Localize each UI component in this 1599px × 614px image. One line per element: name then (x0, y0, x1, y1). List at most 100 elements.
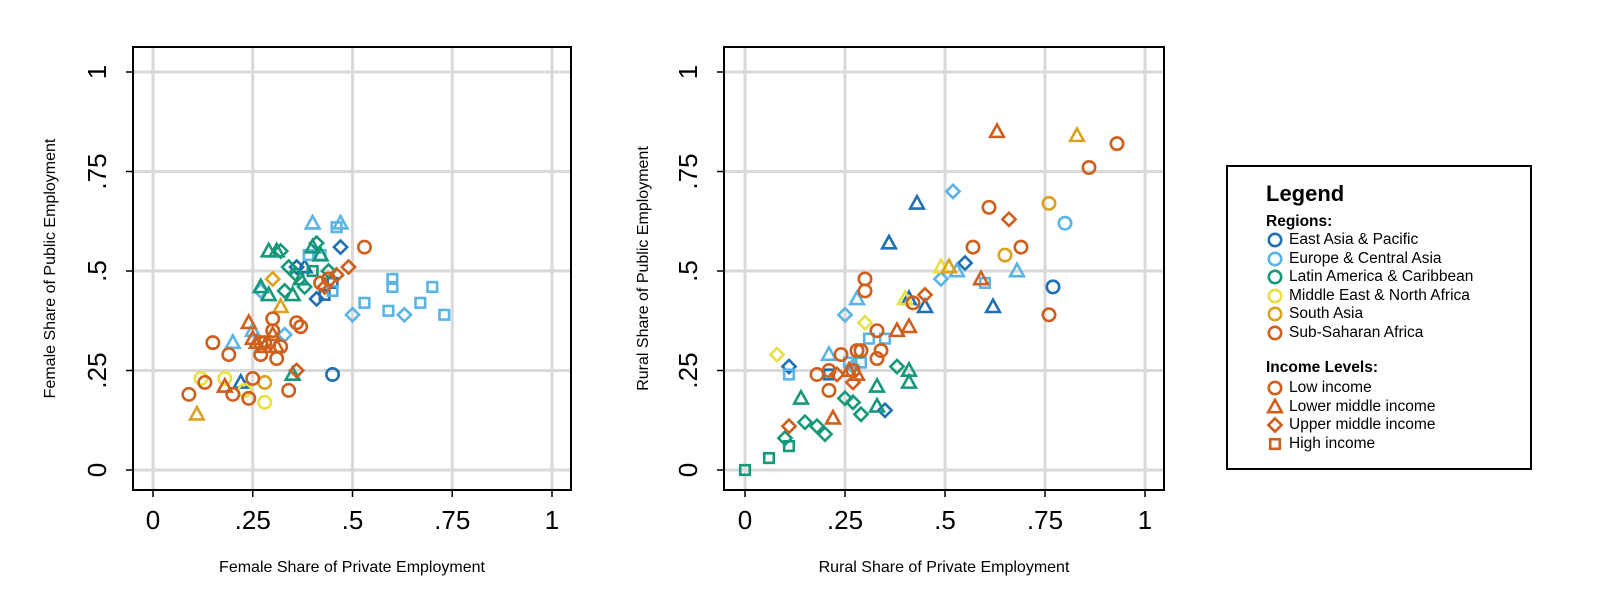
data-point-lac-triangle (791, 388, 811, 405)
y-tick-label: .25 (82, 352, 112, 388)
data-point-lac-triangle (899, 372, 919, 389)
legend-entry-label: Upper middle income (1289, 416, 1436, 433)
data-point-sa-circle (1041, 195, 1057, 211)
data-point-ssa-circle (833, 347, 849, 363)
data-point-lac-diamond (852, 405, 870, 423)
legend-income-square: High income (1266, 435, 1375, 453)
data-point-ssa-circle (241, 390, 257, 406)
data-point-ssa-triangle (839, 360, 859, 377)
data-point-eca-triangle (223, 332, 242, 350)
data-point-eca-square (426, 280, 439, 294)
data-point-lac-diamond (776, 429, 794, 447)
data-point-ssa-circle (821, 382, 837, 398)
data-point-ssa-triangle (247, 332, 266, 350)
plot-frame (723, 46, 1165, 491)
y-tick-label: .5 (673, 260, 703, 282)
data-point-eca-triangle (1007, 261, 1027, 278)
data-point-ssa-circle (1041, 307, 1057, 323)
legend-region-eap: East Asia & Pacific (1266, 231, 1418, 249)
data-point-ssa-triangle (899, 316, 919, 334)
data-point-ssa-circle (181, 386, 197, 402)
legend-marker-triangle (1266, 397, 1285, 413)
data-point-ssa-circle (853, 343, 869, 359)
data-point-lac-diamond (816, 425, 834, 443)
y-tick-label: .25 (673, 352, 703, 388)
data-point-lac-diamond (888, 358, 906, 375)
data-point-sa-circle (997, 247, 1013, 263)
data-point-eap-triangle (907, 193, 927, 210)
data-point-eca-triangle (819, 344, 839, 362)
data-point-ssa-triangle (239, 312, 258, 330)
data-point-sa-circle (257, 374, 273, 390)
diamond-marker-icon (1266, 416, 1284, 434)
legend-entry-label: Lower middle income (1289, 397, 1436, 415)
data-point-eap-diamond (332, 238, 349, 256)
data-point-ssa-diamond (916, 286, 934, 304)
data-point-eca-circle (1057, 215, 1073, 231)
data-point-ssa-circle (197, 374, 213, 390)
data-point-eca-square (878, 332, 892, 345)
data-point-eca-square (302, 248, 315, 262)
y-tick-label: 0 (673, 463, 703, 477)
data-point-ssa-circle (1081, 160, 1097, 176)
data-point-lac-triangle (867, 376, 887, 393)
circle-marker-icon (1267, 251, 1283, 266)
data-point-lac-triangle (867, 396, 887, 413)
data-point-eap-triangle (983, 296, 1003, 314)
x-tick-label: 0 (738, 505, 752, 535)
data-point-ssa-circle (253, 347, 269, 363)
data-point-lac-diamond (280, 258, 298, 276)
data-point-lac-diamond (808, 417, 826, 435)
data-point-sa-triangle (1067, 125, 1087, 143)
data-point-mena-diamond (856, 314, 874, 332)
data-point-mena-circle (257, 394, 273, 410)
y-tick-label: .75 (82, 153, 112, 189)
legend-entry-label: South Asia (1289, 305, 1364, 322)
data-point-ssa-diamond (1000, 210, 1018, 228)
data-point-lac-diamond (288, 266, 306, 284)
data-point-ssa-circle (225, 386, 241, 402)
y-tick-label: 0 (82, 463, 112, 477)
data-point-ssa-circle (281, 382, 297, 398)
data-point-ssa-triangle (987, 121, 1007, 139)
data-point-ssa-triangle (823, 408, 843, 425)
data-point-eap-circle (325, 366, 341, 382)
legend-marker-diamond (1266, 416, 1284, 434)
data-point-eca-square (386, 280, 399, 294)
data-point-ssa-triangle (263, 324, 282, 342)
data-point-ssa-circle (265, 323, 281, 339)
data-point-ssa-triangle (215, 376, 234, 393)
data-point-mena-diamond (768, 346, 786, 364)
data-point-ssa-circle (965, 239, 981, 255)
x-tick-label: 0 (146, 505, 160, 535)
data-point-lac-diamond (836, 389, 854, 407)
data-point-ssa-diamond (844, 374, 862, 391)
y-tick-label: .5 (82, 260, 112, 282)
data-point-ssa-circle (869, 323, 885, 339)
data-point-ssa-circle (809, 366, 825, 382)
scatter-plot-female-share: 0 0 .25 .25 .5 .5 .75 .75 1 1 Female Share of Priv… (42, 46, 572, 576)
data-point-lac-triangle (251, 277, 270, 294)
square-marker-icon (1268, 437, 1282, 450)
circle-marker-icon (1267, 269, 1283, 285)
data-point-ssa-diamond (316, 278, 334, 296)
legend-entry-label: Low income (1289, 379, 1372, 396)
legend-regions-title: Regions: (1266, 213, 1333, 230)
circle-marker-icon (1267, 325, 1283, 340)
data-point-eca-triangle (303, 213, 322, 230)
legend-region-eca: Europe & Central Asia (1266, 250, 1442, 268)
legend-marker-circle (1267, 232, 1283, 248)
legend-marker-circle (1267, 269, 1283, 285)
legend-region-lac: Latin America & Caribbean (1266, 268, 1473, 286)
data-point-mena-circle (217, 370, 233, 386)
x-axis-title: Rural Share of Private Employment (819, 559, 1070, 576)
data-point-eca-square (782, 368, 796, 381)
data-point-ssa-circle (221, 347, 237, 363)
data-point-lac-square (306, 264, 319, 278)
legend-income-title: Income Levels: (1266, 359, 1378, 376)
legend-region-ssa: Sub-Saharan Africa (1266, 324, 1423, 342)
y-axis-title: Rural Share of Public Employment (635, 146, 652, 391)
data-point-mena-circle (193, 370, 209, 386)
circle-marker-icon (1267, 288, 1283, 303)
